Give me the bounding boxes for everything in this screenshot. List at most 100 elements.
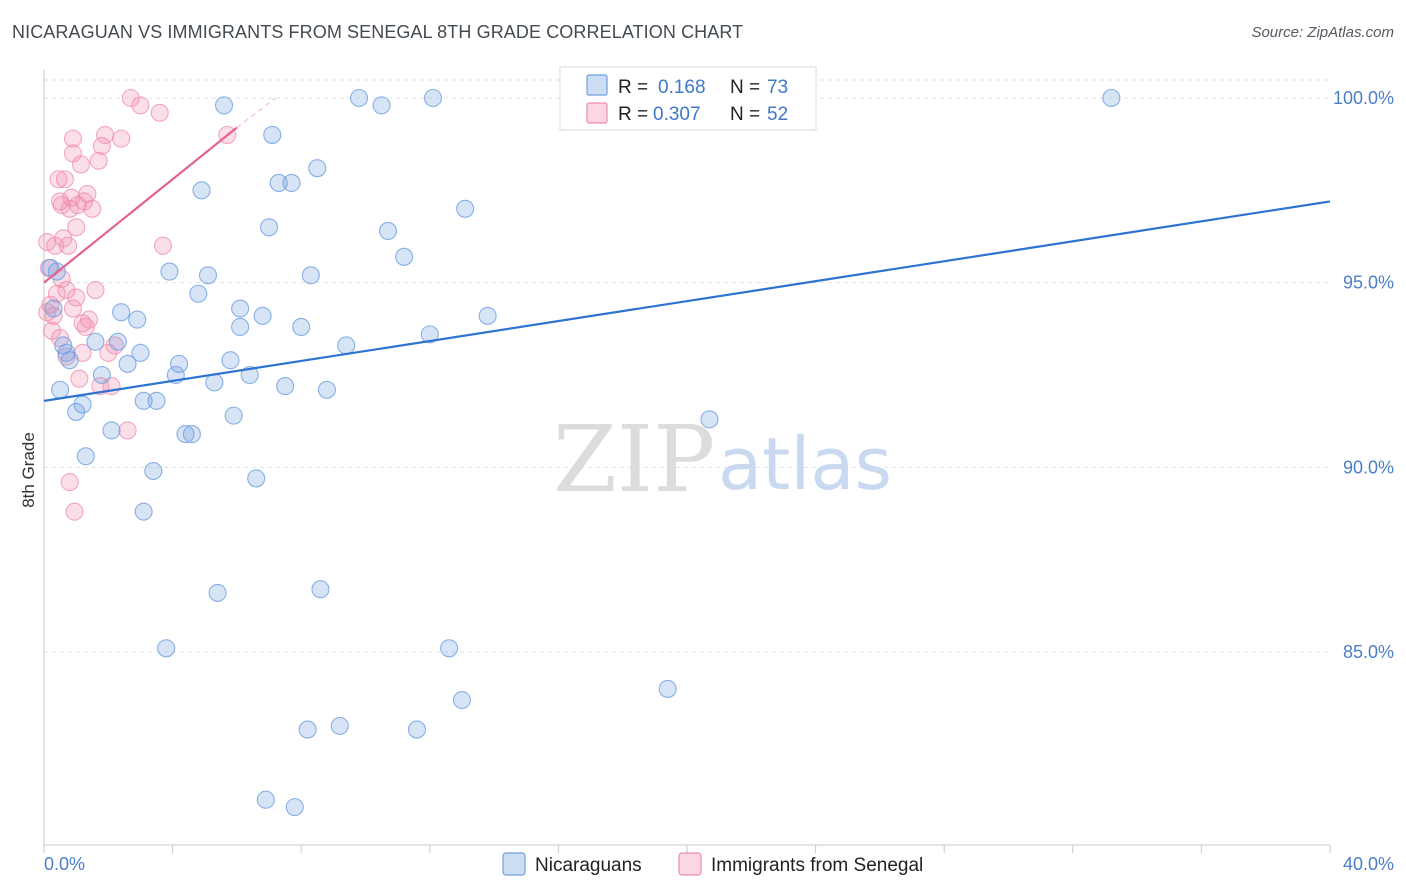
nicaraguan-point [350, 88, 369, 108]
stat-legend-r-label: R = [618, 77, 648, 98]
nicaraguan-point [378, 221, 398, 241]
nicaraguan-point [285, 798, 304, 817]
nicaraguan-point [308, 159, 327, 178]
nicaraguan-point [92, 365, 111, 385]
nicaraguan-point [700, 410, 719, 429]
nicaraguan-point [372, 96, 391, 115]
senegal-point [44, 306, 63, 325]
watermark: ZIP atlas [553, 406, 892, 513]
senegal-point [78, 184, 97, 204]
nicaraguan-point [253, 306, 272, 325]
senegal-point [79, 310, 99, 329]
senegal-point [63, 129, 82, 148]
nicaraguan-point [259, 218, 279, 237]
nicaraguan-point [1102, 88, 1121, 108]
nicaraguan-point [73, 395, 92, 414]
senegal-point [65, 502, 84, 521]
senegal-point [153, 236, 173, 255]
nicaraguan-point [337, 336, 356, 355]
trendline-senegal [43, 126, 238, 284]
nicaraguan-point [112, 303, 131, 322]
x-tick-labels: 0.0% 40.0% [44, 854, 1394, 874]
nicaraguan-point [60, 351, 79, 370]
nicaraguan-point [102, 421, 121, 440]
bottom-legend-swatch-senegal [678, 852, 702, 876]
senegal-point [121, 88, 140, 108]
senegal-point [89, 151, 108, 170]
nicaraguan-point [263, 125, 282, 144]
nicaraguan-point [440, 639, 459, 658]
nicaraguan-point [128, 310, 147, 329]
nicaraguan-point [86, 332, 105, 351]
y-tick-label: 85.0% [1343, 642, 1394, 662]
nicaraguan-point [478, 306, 497, 325]
bottom-legend-label-senegal: Immigrants from Senegal [711, 855, 923, 876]
nicaraguan-point [224, 406, 243, 425]
nicaraguan-point [452, 690, 472, 710]
chart-source: Source: ZipAtlas.com [1251, 24, 1394, 41]
bottom-legend: Nicaraguans Immigrants from Senegal [502, 852, 923, 876]
bottom-legend-swatch-nicaraguans [502, 852, 526, 876]
stat-legend-box [559, 66, 817, 131]
senegal-point [83, 199, 102, 218]
nicaraguan-point [176, 425, 195, 444]
nicaraguan-point [192, 181, 211, 200]
watermark-zip: ZIP [553, 406, 715, 513]
nicaraguan-point [269, 173, 288, 192]
nicaraguan-point [169, 354, 189, 373]
y-tick-label: 100.0% [1333, 88, 1394, 108]
nicaraguan-point [198, 266, 218, 285]
stat-legend-n-label: N = [730, 77, 760, 98]
chart-title: NICARAGUAN VS IMMIGRANTS FROM SENEGAL 8T… [12, 22, 744, 42]
nicaraguan-point [108, 332, 127, 351]
nicaraguan-point [231, 299, 250, 318]
nicaraguan-point [208, 583, 227, 602]
stat-legend: R = 0.168 N = 73 R = 0.307 N = 52 [559, 66, 817, 131]
nicaraguan-point [118, 354, 137, 373]
senegal-point [131, 96, 150, 115]
nicaraguan-point [67, 402, 86, 421]
senegal-point [70, 369, 89, 388]
nicaraguan-point [240, 365, 259, 385]
stat-legend-swatch-senegal [586, 102, 608, 124]
watermark-atlas: atlas [718, 422, 892, 506]
series-immigrants-from-senegal [38, 88, 237, 521]
senegal-point [57, 281, 76, 300]
nicaraguan-point [256, 790, 275, 809]
nicaraguan-point [420, 325, 439, 344]
senegal-point [118, 421, 137, 440]
y-tick-label: 95.0% [1343, 273, 1394, 293]
nicaraguan-point [147, 391, 166, 410]
nicaraguan-point [423, 88, 443, 108]
nicaraguan-point [134, 391, 153, 410]
nicaraguan-point [292, 317, 311, 337]
nicaraguan-point [301, 266, 320, 285]
stat-legend-swatch-nicaraguans [586, 74, 608, 96]
axes [43, 70, 1331, 853]
nicaraguan-point [144, 461, 163, 481]
senegal-point [49, 170, 68, 189]
y-tick-labels: 100.0% 95.0% 90.0% 85.0% [1333, 88, 1394, 662]
nicaraguan-point [247, 469, 266, 488]
senegal-point [86, 281, 105, 300]
nicaraguan-point [157, 639, 176, 658]
nicaraguan-point [76, 447, 95, 466]
nicaraguan-point [407, 720, 426, 739]
stat-legend-r-label: R = [618, 104, 648, 125]
nicaraguan-point [276, 377, 295, 396]
x-tick-label-min: 0.0% [44, 854, 85, 874]
senegal-point [60, 473, 79, 492]
stat-legend-n-value: 73 [767, 77, 788, 98]
nicaraguan-point [282, 173, 301, 192]
y-axis-title: 8th Grade [19, 432, 38, 508]
nicaraguan-point [231, 317, 250, 337]
senegal-point [71, 155, 91, 174]
stat-legend-n-label: N = [730, 104, 760, 125]
nicaraguan-point [311, 580, 330, 599]
stat-legend-r-value: 0.307 [653, 104, 701, 125]
nicaraguan-point [160, 262, 179, 281]
senegal-point [47, 284, 66, 303]
trendline-nicaraguans [43, 200, 1331, 402]
series-nicaraguans [41, 88, 1121, 817]
nicaraguan-point [658, 679, 677, 698]
